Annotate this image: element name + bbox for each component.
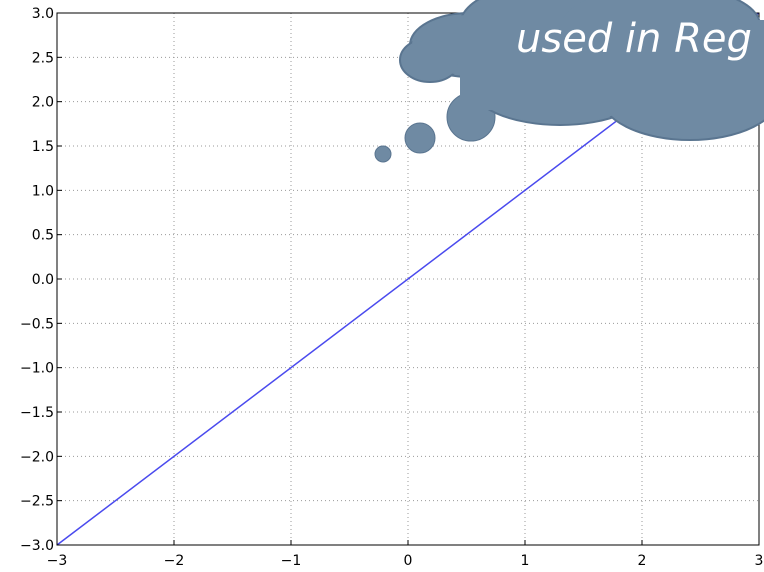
y-tick-label: −1.5: [20, 405, 54, 421]
x-tick-label: −2: [164, 553, 185, 569]
y-tick-label: 2.5: [32, 50, 54, 66]
x-tick-label: −1: [281, 553, 302, 569]
cloud-fill: [402, 0, 764, 138]
thought-cloud: used in Reg: [374, 0, 764, 163]
y-tick-label: −3.0: [20, 538, 54, 554]
x-tick-label: 0: [404, 553, 413, 569]
plot-area: −3.0 −2.5 −2.0 −1.5 −1.0 −0.5 0.0 0.5 1.0 1.5 2.0 2…: [20, 6, 763, 569]
y-tick-label: 3.0: [32, 6, 54, 22]
y-tick-label: 0.0: [32, 272, 54, 288]
y-tick-label: −2.5: [20, 494, 54, 510]
x-tick-label: 3: [755, 553, 764, 569]
axes-frame: [56, 12, 760, 546]
y-tick-label: 0.5: [32, 228, 54, 244]
cloud-text: used in Reg: [516, 16, 752, 62]
cloud-bubble: [374, 145, 392, 163]
x-tick-label: 1: [521, 553, 530, 569]
y-tick-label: 2.0: [32, 95, 54, 111]
x-tick-label: −3: [47, 553, 68, 569]
y-tick-label: 1.0: [32, 183, 54, 199]
y-tick-label: −0.5: [20, 316, 54, 332]
cloud-bubble: [404, 122, 436, 154]
y-tick-label: 1.5: [32, 139, 54, 155]
y-tick-label: −1.0: [20, 361, 54, 377]
y-tick-label: −2.0: [20, 449, 54, 465]
x-tick-label: 2: [638, 553, 647, 569]
